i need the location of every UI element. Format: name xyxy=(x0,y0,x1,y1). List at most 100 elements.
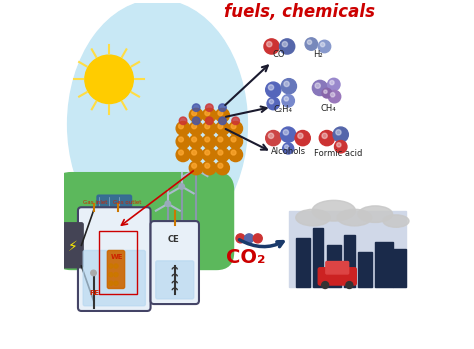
Circle shape xyxy=(232,117,239,125)
Circle shape xyxy=(202,121,216,135)
Text: Gas inlet: Gas inlet xyxy=(83,200,108,205)
Circle shape xyxy=(218,124,223,129)
Circle shape xyxy=(335,141,347,153)
Ellipse shape xyxy=(383,215,409,227)
Circle shape xyxy=(267,42,272,47)
Circle shape xyxy=(192,104,200,111)
Circle shape xyxy=(312,80,328,96)
Text: CH₄: CH₄ xyxy=(321,104,337,113)
Bar xyxy=(344,235,355,287)
Circle shape xyxy=(328,78,340,91)
Bar xyxy=(375,242,392,287)
Text: fuels, chemicals: fuels, chemicals xyxy=(224,3,375,21)
Text: CE: CE xyxy=(168,235,180,244)
Circle shape xyxy=(189,108,203,122)
Circle shape xyxy=(228,148,243,162)
Circle shape xyxy=(284,145,289,149)
Circle shape xyxy=(176,135,190,148)
Circle shape xyxy=(91,270,96,276)
Circle shape xyxy=(109,273,113,277)
Text: H₂: H₂ xyxy=(313,50,323,59)
Circle shape xyxy=(191,124,197,129)
Circle shape xyxy=(114,264,118,268)
Circle shape xyxy=(216,121,229,135)
Circle shape xyxy=(231,124,236,129)
Circle shape xyxy=(282,42,288,47)
Circle shape xyxy=(266,131,281,146)
Ellipse shape xyxy=(337,209,372,226)
Circle shape xyxy=(114,273,118,277)
Bar xyxy=(327,245,341,287)
Circle shape xyxy=(85,55,133,104)
Circle shape xyxy=(322,88,332,98)
Circle shape xyxy=(219,104,226,111)
Circle shape xyxy=(179,184,184,189)
Bar xyxy=(313,228,323,287)
Circle shape xyxy=(320,43,325,47)
FancyBboxPatch shape xyxy=(156,261,194,299)
Circle shape xyxy=(202,148,216,162)
Circle shape xyxy=(318,40,331,53)
Circle shape xyxy=(179,137,183,142)
Circle shape xyxy=(231,137,236,142)
Circle shape xyxy=(189,121,203,135)
Ellipse shape xyxy=(296,209,330,226)
Circle shape xyxy=(218,111,223,116)
Circle shape xyxy=(267,97,280,110)
Circle shape xyxy=(109,264,113,268)
FancyBboxPatch shape xyxy=(151,221,199,304)
Circle shape xyxy=(205,150,210,155)
Circle shape xyxy=(191,150,197,155)
Circle shape xyxy=(245,234,254,243)
Circle shape xyxy=(205,163,210,168)
Circle shape xyxy=(307,40,311,44)
Circle shape xyxy=(189,135,203,148)
Circle shape xyxy=(295,131,310,146)
Circle shape xyxy=(218,150,223,155)
Circle shape xyxy=(336,130,341,135)
Circle shape xyxy=(202,161,216,175)
Text: Gas outlet: Gas outlet xyxy=(112,200,141,205)
Circle shape xyxy=(269,99,273,104)
Circle shape xyxy=(324,90,327,94)
Circle shape xyxy=(346,282,353,289)
Circle shape xyxy=(322,133,327,139)
Circle shape xyxy=(330,81,334,85)
Bar xyxy=(392,249,406,287)
Circle shape xyxy=(266,82,281,97)
Circle shape xyxy=(176,121,190,135)
Circle shape xyxy=(268,85,273,90)
Bar xyxy=(99,231,137,294)
Circle shape xyxy=(337,143,341,147)
Circle shape xyxy=(189,161,203,175)
Circle shape xyxy=(109,281,113,285)
Circle shape xyxy=(189,148,203,162)
Circle shape xyxy=(264,39,279,54)
FancyBboxPatch shape xyxy=(54,173,234,269)
Circle shape xyxy=(328,90,341,103)
Circle shape xyxy=(218,137,223,142)
Circle shape xyxy=(280,39,295,54)
Text: WE: WE xyxy=(111,254,123,260)
Circle shape xyxy=(253,234,262,243)
Circle shape xyxy=(191,137,197,142)
Circle shape xyxy=(216,148,229,162)
FancyBboxPatch shape xyxy=(78,207,151,311)
Circle shape xyxy=(114,281,118,285)
Circle shape xyxy=(216,135,229,148)
Circle shape xyxy=(193,166,198,172)
Circle shape xyxy=(231,150,236,155)
FancyBboxPatch shape xyxy=(326,261,349,274)
Circle shape xyxy=(281,127,296,142)
Circle shape xyxy=(179,124,183,129)
Ellipse shape xyxy=(312,200,356,221)
Circle shape xyxy=(179,117,187,125)
Circle shape xyxy=(216,161,229,175)
Circle shape xyxy=(281,79,296,94)
Circle shape xyxy=(205,137,210,142)
Circle shape xyxy=(218,163,223,168)
Circle shape xyxy=(284,97,289,101)
Circle shape xyxy=(305,38,318,50)
Text: ⚡: ⚡ xyxy=(68,240,78,254)
Circle shape xyxy=(176,148,190,162)
